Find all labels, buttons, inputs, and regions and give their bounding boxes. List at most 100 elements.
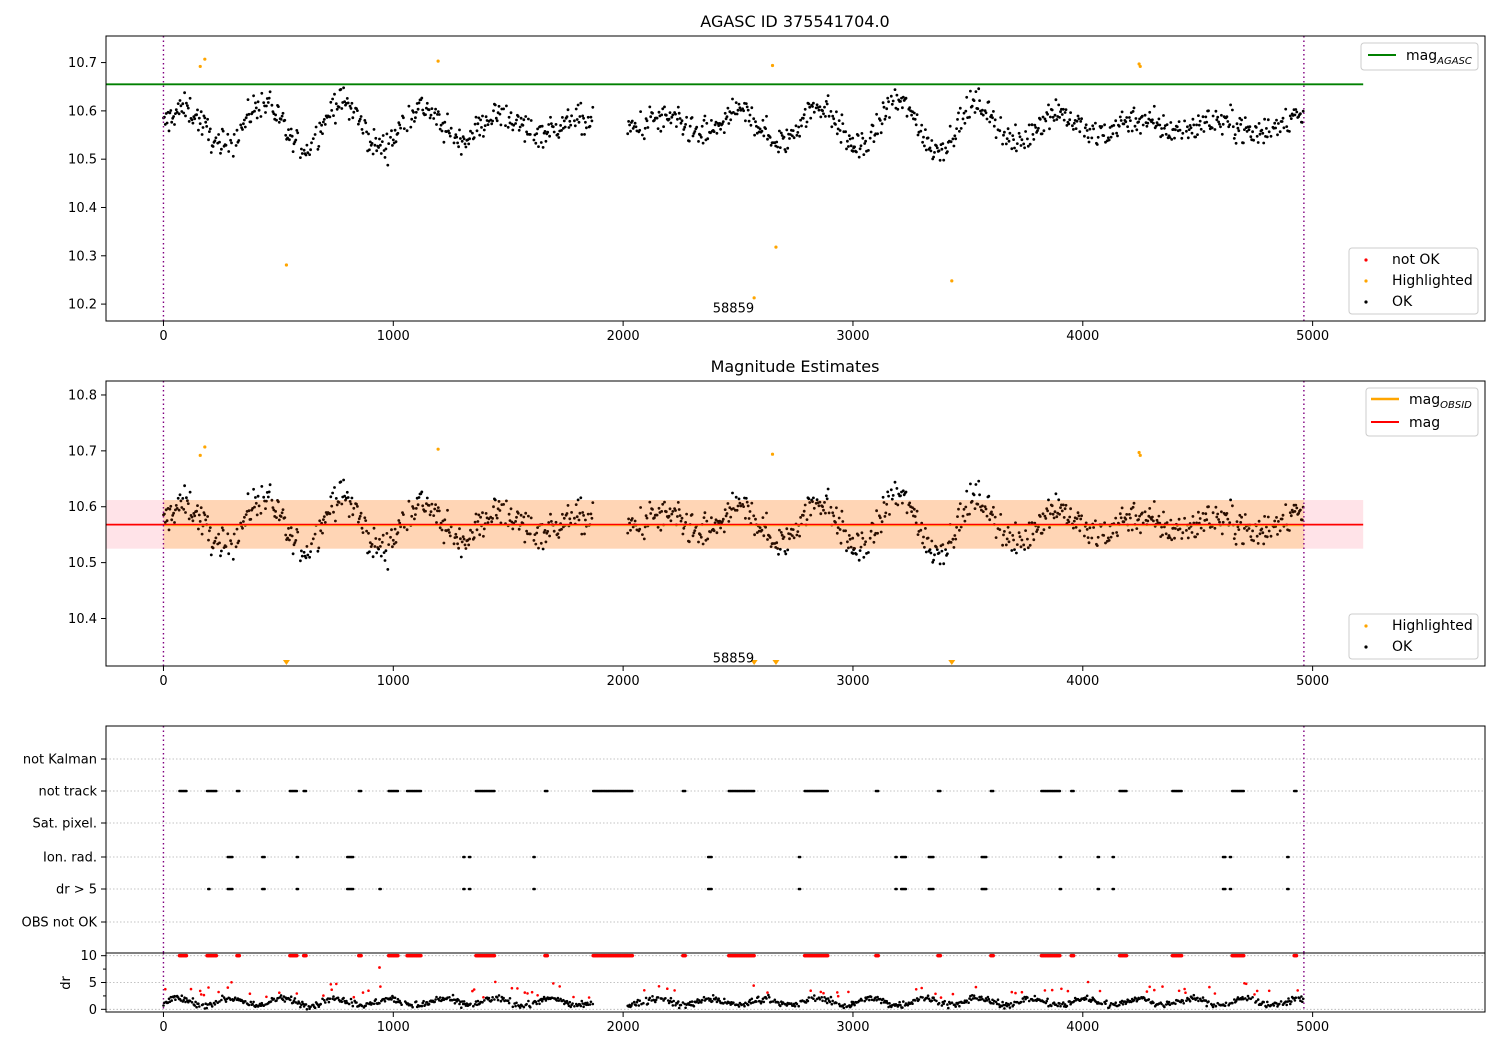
ok-point — [684, 521, 687, 524]
dr-point — [319, 1002, 323, 1006]
ok-point — [1006, 127, 1010, 131]
ok-point — [163, 512, 166, 516]
dr-point — [1279, 1000, 1283, 1003]
ok-point — [949, 541, 953, 544]
ok-point — [1220, 113, 1223, 117]
ok-point — [1300, 121, 1304, 124]
ok-point — [655, 116, 659, 120]
ok-point — [1043, 514, 1047, 518]
ok-point — [659, 528, 663, 532]
ok-point — [244, 116, 248, 120]
ok-point — [565, 115, 569, 119]
ok-point — [1165, 521, 1169, 524]
ok-point — [998, 129, 1002, 133]
ok-point — [1168, 136, 1172, 139]
ok-point — [471, 131, 474, 135]
ok-point — [984, 507, 988, 511]
ok-point — [416, 503, 420, 507]
ok-point — [1220, 132, 1224, 136]
ok-point — [368, 550, 371, 554]
ok-point — [1288, 511, 1292, 514]
ok-point — [186, 106, 190, 110]
flag-point — [1295, 789, 1298, 793]
dr-point — [825, 1001, 829, 1005]
ok-point — [713, 123, 717, 127]
ok-point — [639, 506, 642, 509]
ok-point — [427, 504, 431, 507]
ok-point — [459, 537, 462, 541]
ok-point — [1238, 116, 1242, 120]
dr-point — [1196, 996, 1199, 1000]
ok-point — [296, 131, 300, 135]
ok-point — [1088, 526, 1092, 530]
ok-point — [719, 526, 722, 530]
dr-point — [326, 997, 330, 1000]
ok-point — [557, 136, 561, 139]
ok-point — [361, 131, 365, 135]
dr-point — [580, 999, 584, 1003]
ok-point — [569, 123, 573, 127]
ok-point — [896, 107, 900, 111]
ok-point — [1064, 503, 1068, 507]
ok-point — [1204, 115, 1208, 119]
ok-point — [543, 529, 547, 532]
ok-point — [459, 153, 463, 156]
ok-point — [791, 129, 795, 133]
ok-point — [1245, 529, 1249, 532]
dr-flagged-point — [1184, 991, 1187, 994]
ok-point — [182, 507, 186, 511]
ok-point — [568, 517, 572, 521]
dr-point — [1056, 1004, 1059, 1008]
ok-point — [660, 113, 664, 117]
dr-point — [1301, 997, 1305, 1001]
ok-point — [978, 493, 981, 497]
ok-point — [958, 528, 961, 532]
ok-point — [428, 116, 432, 120]
dr-point — [690, 1000, 694, 1003]
dr-point — [457, 998, 460, 1002]
ok-point — [1163, 126, 1166, 130]
dr-point — [378, 1002, 381, 1005]
ok-point — [656, 127, 660, 130]
ok-point — [713, 521, 717, 525]
ok-point — [506, 125, 510, 129]
dr-point — [563, 1002, 566, 1006]
legend-highlighted-label: Highlighted — [1392, 273, 1473, 289]
ok-point — [378, 137, 381, 141]
ok-point — [1095, 544, 1099, 547]
panel3-points — [178, 789, 1298, 891]
ok-point — [398, 123, 402, 127]
ok-point — [523, 140, 527, 143]
ok-point — [1160, 525, 1163, 529]
dr-point — [351, 1004, 355, 1008]
ok-point — [1051, 512, 1055, 516]
ok-point — [1063, 507, 1067, 511]
ok-point — [1127, 529, 1130, 532]
ok-point — [829, 505, 833, 509]
ok-point — [765, 114, 768, 118]
ok-point — [1266, 118, 1270, 122]
flag-point — [304, 789, 308, 793]
ok-point — [1088, 127, 1092, 131]
ok-point — [1071, 124, 1074, 128]
ok-point — [937, 149, 941, 153]
flag-point — [1180, 789, 1183, 793]
ok-point — [1118, 115, 1122, 119]
ok-point — [1194, 535, 1197, 539]
ok-point — [1096, 535, 1100, 539]
dr-point — [529, 1006, 532, 1009]
ok-point — [414, 116, 417, 120]
ok-point — [507, 115, 511, 119]
ok-point — [254, 106, 258, 110]
dr-capped-point — [1058, 953, 1062, 958]
ok-point — [824, 100, 828, 103]
ok-point — [1041, 115, 1045, 119]
ok-point — [590, 516, 594, 520]
dr-point — [1033, 994, 1037, 998]
ok-point — [499, 123, 503, 127]
ok-point — [862, 555, 866, 559]
dr-point — [1249, 997, 1253, 1001]
dr-point — [283, 1000, 287, 1003]
panel1-title: AGASC ID 375541704.0 — [700, 12, 889, 31]
ok-point — [436, 110, 440, 113]
